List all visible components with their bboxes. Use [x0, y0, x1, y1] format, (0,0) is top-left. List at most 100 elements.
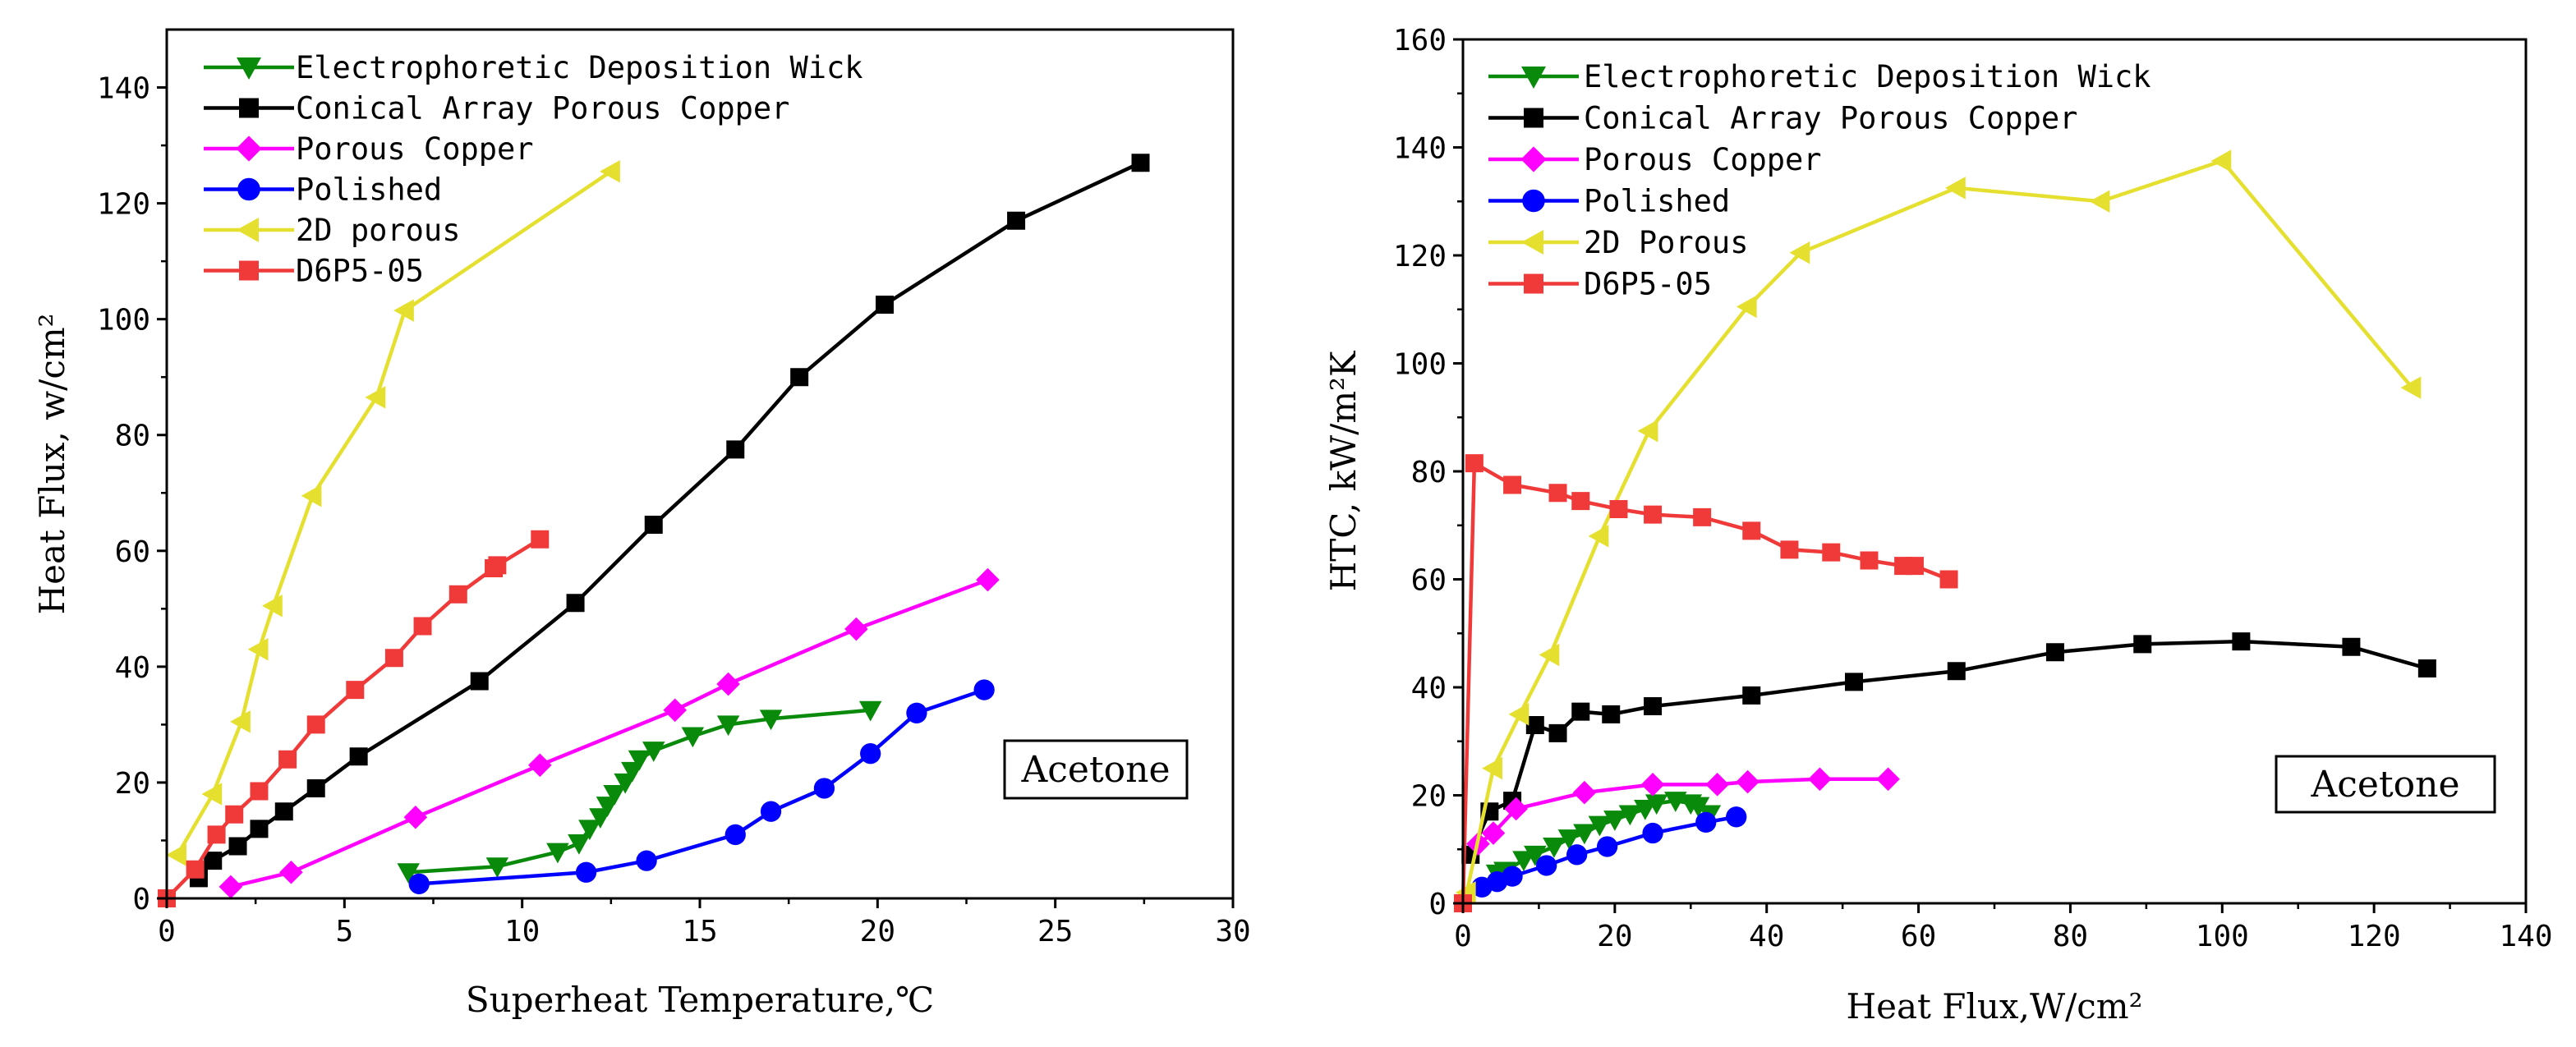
legend-label: 2D porous: [296, 213, 460, 248]
legend-item-2d-porous: 2D porous: [204, 213, 460, 248]
data-point-polished: [1596, 836, 1618, 857]
data-point-electrophoretic-deposition-wick: [1618, 805, 1642, 826]
data-point-d6p5-05: [250, 782, 269, 801]
legend-marker: [1522, 189, 1545, 213]
data-point-conical-array-porous-copper: [726, 440, 745, 459]
data-point-2d-porous: [600, 160, 620, 183]
data-point-d6p5-05: [225, 805, 244, 824]
data-point-conical-array-porous-copper: [2342, 637, 2361, 656]
x-tick-label: 40: [1749, 920, 1784, 953]
data-point-electrophoretic-deposition-wick: [759, 709, 783, 731]
legend-marker: [1521, 230, 1543, 255]
y-tick-label: 160: [1393, 24, 1447, 57]
annotation-box: Acetone: [2275, 755, 2496, 814]
x-tick-label: 15: [682, 915, 717, 948]
data-point-d6p5-05: [1742, 521, 1761, 540]
data-point-polished: [724, 824, 746, 846]
y-tick-label: 60: [1411, 564, 1447, 598]
y-tick-label: 60: [115, 535, 150, 569]
legend-label: Conical Array Porous Copper: [296, 91, 789, 126]
legend-item-polished: Polished: [204, 172, 442, 208]
data-point-polished: [973, 679, 995, 700]
data-point-polished: [575, 861, 597, 883]
legend-item-electrophoretic-deposition-wick: Electrophoretic Deposition Wick: [204, 50, 863, 85]
data-point-porous-copper: [976, 567, 1000, 592]
series-electrophoretic-deposition-wick: [397, 700, 882, 884]
data-point-polished: [1695, 811, 1717, 833]
legend-item-polished: Polished: [1488, 184, 1730, 219]
data-point-2d-porous: [1789, 241, 1810, 264]
data-point-d6p5-05: [1780, 540, 1799, 559]
data-point-electrophoretic-deposition-wick: [1512, 851, 1535, 872]
x-tick-label: 20: [1597, 920, 1632, 953]
series-polished: [1471, 806, 1747, 898]
legend-item-electrophoretic-deposition-wick: Electrophoretic Deposition Wick: [1488, 59, 2151, 94]
data-point-conical-array-porous-copper: [306, 778, 325, 797]
legend-label: 2D Porous: [1584, 225, 1748, 260]
data-point-electrophoretic-deposition-wick: [628, 750, 651, 771]
legend-item-2d-porous: 2D Porous: [1488, 225, 1748, 260]
data-point-electrophoretic-deposition-wick: [642, 742, 665, 762]
data-point-porous-copper: [1572, 780, 1597, 805]
x-tick-label: 5: [335, 915, 353, 948]
legend: Electrophoretic Deposition Wick Conical A…: [1488, 59, 2151, 302]
data-point-conical-array-porous-copper: [644, 516, 663, 535]
data-point-polished: [1566, 844, 1588, 866]
data-point-conical-array-porous-copper: [1602, 705, 1621, 723]
legend-label: Electrophoretic Deposition Wick: [1584, 59, 2151, 94]
data-point-porous-copper: [279, 860, 303, 884]
legend-marker: [239, 98, 259, 118]
data-point-electrophoretic-deposition-wick: [1603, 811, 1626, 831]
data-point-2d-porous: [1588, 525, 1609, 548]
data-point-electrophoretic-deposition-wick: [716, 715, 740, 737]
chart-left-superheat: 0 5 10 15 20 25 30 0 20 40 60 80 100 120 140 Electroph…: [32, 28, 1251, 1020]
data-point-conical-array-porous-copper: [1947, 662, 1966, 681]
legend-marker: [239, 260, 259, 281]
legend-marker: [237, 177, 260, 201]
data-point-conical-array-porous-copper: [204, 852, 223, 870]
chart-right-htc: 0 20 40 60 80 100 120 140020406080100120140160 …: [1323, 24, 2553, 1026]
data-point-d6p5-05: [531, 530, 550, 549]
data-point-porous-copper: [663, 698, 688, 723]
data-point-porous-copper: [1504, 797, 1528, 821]
data-point-d6p5-05: [1609, 500, 1628, 519]
data-point-polished: [408, 873, 430, 895]
data-point-conical-array-porous-copper: [1131, 154, 1150, 172]
data-point-electrophoretic-deposition-wick: [485, 857, 509, 878]
annotation-frame: [2275, 755, 2496, 814]
y-tick-label: 120: [1393, 240, 1447, 273]
data-point-conical-array-porous-copper: [470, 672, 489, 691]
legend-item-porous-copper: Porous Copper: [204, 131, 534, 167]
data-point-2d-porous: [262, 595, 283, 618]
legend-marker: [1524, 273, 1543, 294]
y-tick-label: 100: [1393, 348, 1447, 382]
legend-marker: [1520, 146, 1547, 172]
y-tick-label: 0: [132, 883, 150, 916]
data-point-conical-array-porous-copper: [2045, 643, 2064, 662]
legend-label: Conical Array Porous Copper: [1584, 101, 2077, 136]
data-point-porous-copper: [716, 672, 740, 696]
data-point-porous-copper: [1736, 769, 1760, 794]
data-point-d6p5-05: [1905, 557, 1924, 576]
y-tick-label: 20: [1411, 780, 1447, 814]
data-point-polished: [1726, 806, 1747, 828]
series-conical-array-porous-copper: [189, 154, 1150, 888]
x-tick-label: 10: [504, 915, 540, 948]
y-tick-label: 0: [1428, 888, 1447, 921]
legend-item-conical-array-porous-copper: Conical Array Porous Copper: [204, 91, 789, 126]
data-point-2d-porous: [2210, 149, 2232, 172]
data-point-d6p5-05: [1693, 507, 1712, 526]
annotation-box: Acetone: [1003, 739, 1189, 800]
y-tick-label: 140: [1393, 132, 1447, 166]
data-point-conical-array-porous-copper: [1742, 686, 1761, 705]
data-point-porous-copper: [1481, 821, 1506, 845]
data-point-d6p5-05: [413, 617, 432, 636]
x-tick-label: 100: [2196, 920, 2249, 953]
data-point-conical-array-porous-copper: [1525, 716, 1544, 735]
y-tick-label: 140: [97, 72, 150, 106]
annotation-text: Acetone: [1020, 749, 1170, 791]
data-point-2d-porous: [1637, 419, 1658, 443]
y-tick-label: 80: [115, 420, 150, 453]
data-point-d6p5-05: [1571, 492, 1590, 511]
